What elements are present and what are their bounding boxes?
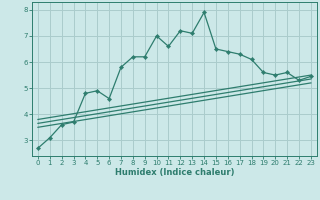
X-axis label: Humidex (Indice chaleur): Humidex (Indice chaleur)	[115, 168, 234, 177]
